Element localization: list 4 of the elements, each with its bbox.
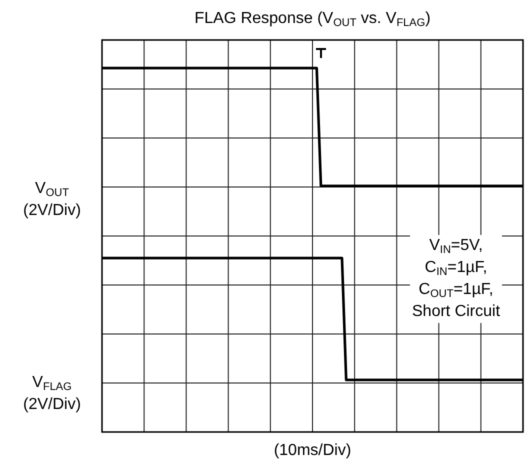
chart-title: FLAG Response (V$_{OUT}$ vs. V$_{FLAG}$) — [193, 9, 432, 30]
text: V$_{OUT}$ (2V/Div) — [22, 178, 82, 221]
text: V$_{FLAG}$ (2V/Div) — [22, 372, 82, 415]
x-axis-title: (10ms/Div) — [272, 441, 352, 461]
